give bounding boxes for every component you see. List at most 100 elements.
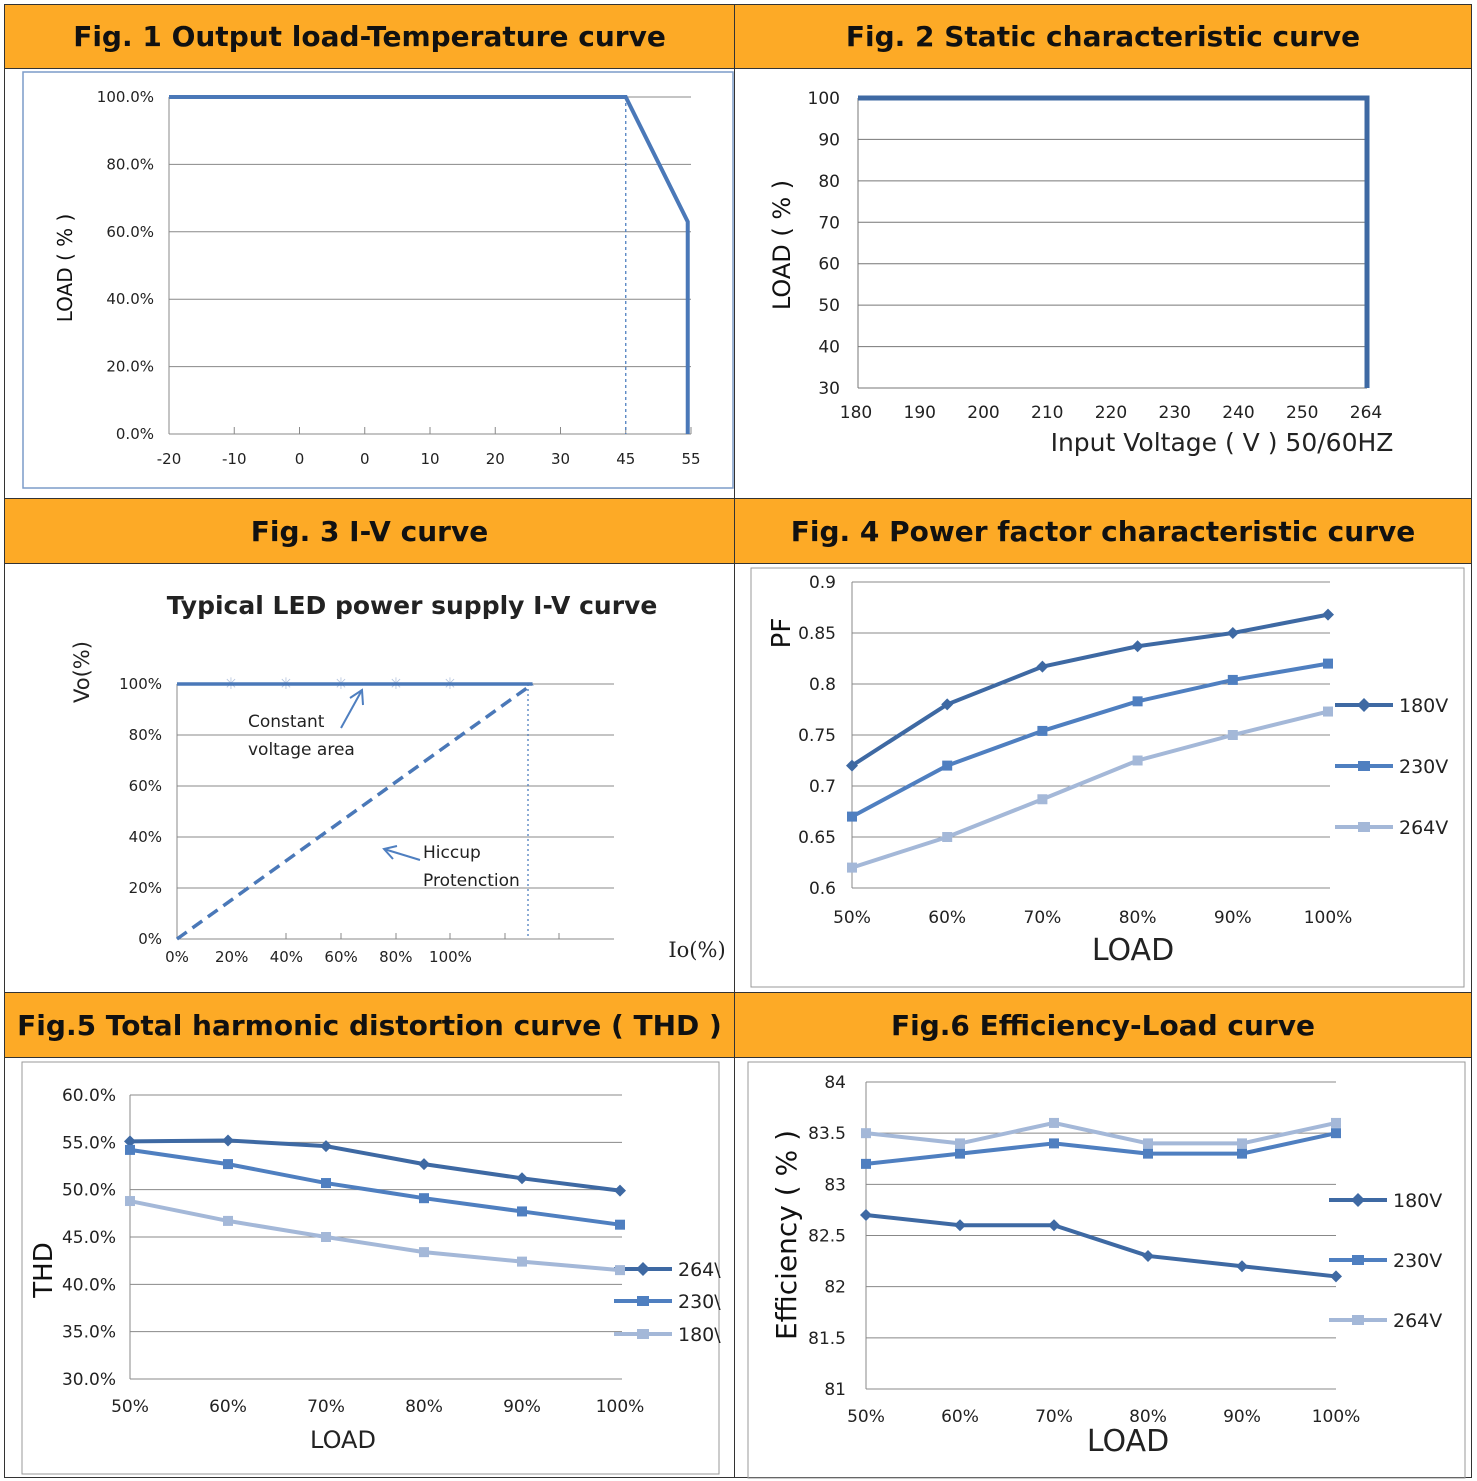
fig5-data-point (223, 1215, 233, 1226)
fig1-xtick-label: 0 (360, 450, 370, 468)
fig6-legend-label: 230V (1393, 1250, 1442, 1272)
fig5-data-point (124, 1135, 136, 1148)
fig6-xtick-label: 60% (941, 1407, 979, 1427)
fig6-legend-label: 264V (1393, 1310, 1442, 1332)
fig1-chart-frame (22, 71, 734, 489)
fig5-legend-marker (637, 1296, 649, 1306)
fig3-xlabel: Io(%) (668, 938, 725, 962)
fig5-legend-marker (636, 1262, 650, 1276)
fig6-data-point (1048, 1219, 1060, 1232)
fig4-series-line (851, 661, 1329, 819)
fig3-header: Fig. 3 I-V curve (4, 498, 735, 564)
fig2-series-line (858, 95, 1370, 388)
fig6-data-point (1237, 1138, 1247, 1149)
fig2-xlabel: Input Voltage ( V ) 50/60HZ (1051, 428, 1394, 457)
fig2-xtick-label: 190 (904, 403, 936, 423)
fig6-series-line (865, 1213, 1337, 1279)
fig5-title: Fig.5 Total harmonic distortion curve ( … (17, 1008, 722, 1042)
fig4-legend-label: 230V (1399, 756, 1448, 778)
fig4-series-line (851, 709, 1329, 870)
fig5-data-point (614, 1184, 626, 1197)
fig1-ylabel: LOAD ( % ) (53, 214, 77, 323)
fig3-series-dashed (175, 682, 534, 941)
fig6-data-point (1331, 1117, 1341, 1128)
fig6-legend-label: 180V (1393, 1190, 1442, 1212)
fig6-data-point (955, 1138, 965, 1149)
fig1-xtick-label: 20 (486, 450, 505, 468)
fig2-ytick-label: 70 (818, 213, 840, 233)
fig1-xtick-label: 10 (420, 450, 439, 468)
fig5-data-point (517, 1206, 527, 1217)
fig5-xtick-label: 60% (209, 1397, 247, 1417)
fig4-xtick-label: 100% (1304, 908, 1353, 928)
fig4-data-point (847, 811, 857, 822)
fig6-xtick-label: 70% (1035, 1407, 1073, 1427)
fig3-ytick-label: 80% (129, 726, 162, 744)
fig6-data-point (1237, 1148, 1247, 1159)
fig6-xtick-label: 100% (1312, 1407, 1361, 1427)
fig6-data-point (955, 1148, 965, 1159)
fig1-xtick-label: -20 (157, 450, 182, 468)
fig5-data-point (517, 1256, 527, 1267)
fig4-data-point (846, 759, 858, 772)
fig5-header: Fig.5 Total harmonic distortion curve ( … (4, 992, 735, 1058)
fig1-title: Fig. 1 Output load-Temperature curve (73, 20, 666, 53)
fig6-data-point (861, 1158, 871, 1169)
fig2-xtick-label: 230 (1159, 403, 1191, 423)
fig1-xtick-label: 0 (295, 450, 305, 468)
fig5-xtick-label: 90% (503, 1397, 541, 1417)
fig4-data-point (1037, 794, 1048, 805)
fig2-xtick-label: 180 (840, 403, 872, 423)
fig4-data-point (1037, 725, 1048, 736)
fig2-ytick-label: 50 (818, 296, 840, 316)
fig5-body (4, 1057, 735, 1478)
fig1-ytick-label: 60.0% (106, 223, 154, 241)
fig1-xtick-label: -10 (222, 450, 247, 468)
fig3-ytick-label: 40% (129, 828, 162, 846)
fig4-data-point (1036, 660, 1049, 673)
fig5-data-point (320, 1140, 332, 1153)
fig2-xtick-label: 200 (967, 403, 999, 423)
fig6-ytick-label: 83.5 (808, 1124, 846, 1144)
fig3-xtick-label: 60% (324, 948, 357, 966)
fig6-header: Fig.6 Efficiency-Load curve (734, 992, 1472, 1058)
fig5-data-point (223, 1159, 233, 1170)
fig2-ylabel: LOAD ( % ) (768, 180, 796, 310)
fig1-ytick-label: 20.0% (106, 358, 154, 376)
fig4-data-point (942, 832, 953, 842)
fig2-xtick-label: 220 (1095, 403, 1127, 423)
fig3-title: Fig. 3 I-V curve (250, 514, 489, 548)
fig3-title: Typical LED power supply I-V curve (167, 591, 658, 620)
fig5-chart-frame (21, 1061, 720, 1475)
fig5-data-point (418, 1158, 430, 1171)
fig6-ytick-label: 81.5 (808, 1329, 846, 1349)
fig3-ylabel: Vo(%) (70, 641, 94, 703)
fig5-ytick-label: 30.0% (62, 1370, 116, 1390)
fig5-data-point (615, 1265, 625, 1276)
fig6-data-point (1142, 1249, 1154, 1262)
fig6-legend-marker (1352, 1255, 1364, 1265)
fig4-data-point (1132, 696, 1143, 707)
fig2-ytick-label: 30 (818, 379, 840, 399)
fig6-data-point (1330, 1270, 1342, 1283)
fig2-xtick-label: 264 (1350, 403, 1382, 423)
fig5-xtick-label: 50% (111, 1397, 149, 1417)
fig6-ytick-label: 81 (824, 1380, 846, 1400)
fig1-ytick-label: 80.0% (106, 155, 154, 173)
fig6-ytick-label: 82 (824, 1278, 846, 1298)
fig4-data-point (941, 698, 954, 711)
fig6-data-point (954, 1219, 966, 1232)
fig6-ytick-label: 82.5 (808, 1227, 846, 1247)
fig5-data-point (125, 1196, 135, 1207)
fig4-title: Fig. 4 Power factor characteristic curve (790, 514, 1416, 548)
fig4-data-point (1323, 706, 1333, 717)
fig5-data-point (615, 1219, 625, 1230)
fig2-xtick-label: 250 (1286, 403, 1318, 423)
fig1-xtick-label: 30 (551, 450, 570, 468)
fig4-data-point (1227, 674, 1238, 685)
fig4-xtick-label: 90% (1214, 908, 1252, 928)
fig3-xtick-label: 0% (165, 948, 189, 966)
fig4-xtick-label: 50% (833, 908, 871, 928)
fig2-xtick-label: 210 (1031, 403, 1063, 423)
fig4-legend-label: 264V (1399, 817, 1448, 839)
